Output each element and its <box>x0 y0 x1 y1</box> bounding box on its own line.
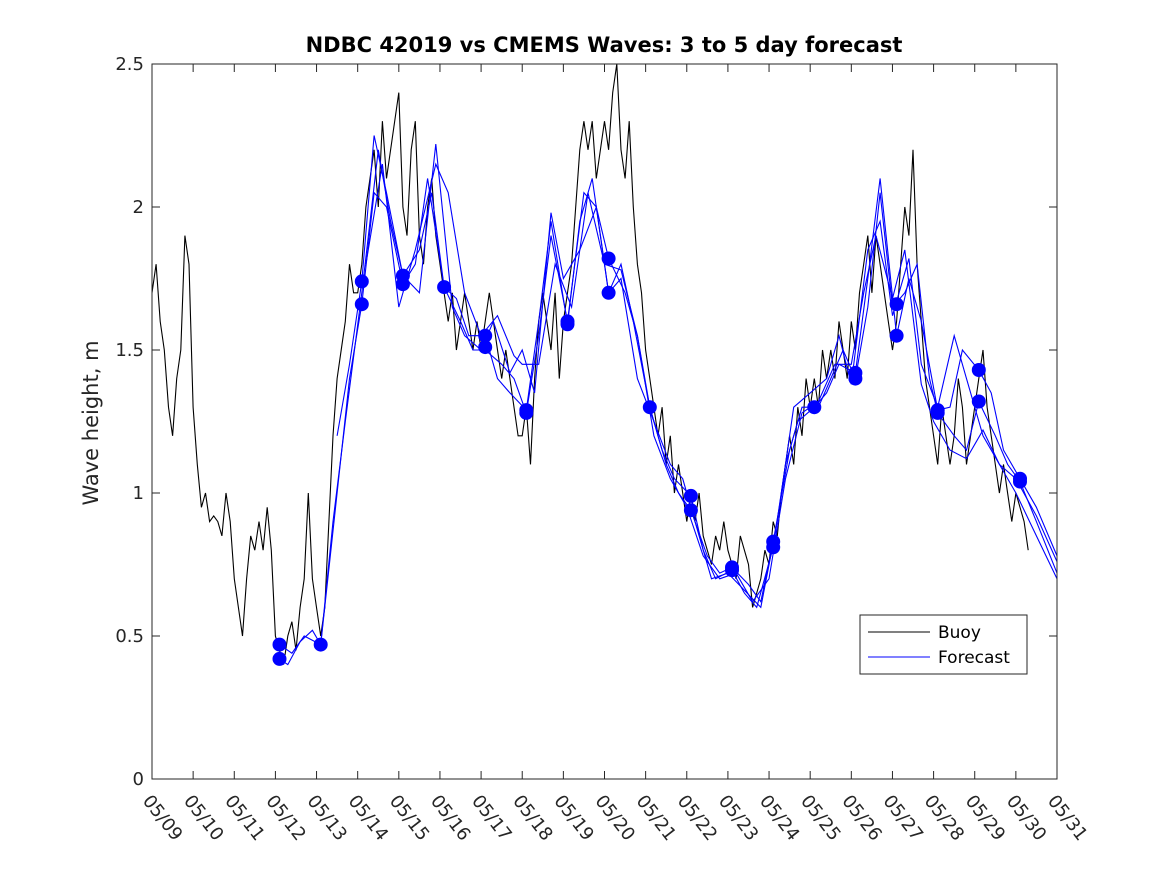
forecast-marker <box>848 371 863 386</box>
chart-title: NDBC 42019 vs CMEMS Waves: 3 to 5 day fo… <box>306 33 903 57</box>
forecast-marker <box>642 400 657 415</box>
forecast-marker <box>519 405 534 420</box>
plot-frame <box>151 63 1058 780</box>
forecast-marker <box>766 540 781 555</box>
forecast-marker <box>601 285 616 300</box>
forecast-marker <box>437 280 452 295</box>
forecast-marker <box>971 363 986 377</box>
y-axis-label: Wave height, m <box>79 340 103 505</box>
forecast-marker <box>971 394 986 409</box>
y-tick-label: 2 <box>133 197 144 218</box>
forecast-marker <box>395 277 410 292</box>
forecast-marker <box>313 637 328 652</box>
y-tick-label: 0 <box>133 769 144 790</box>
forecast-marker <box>560 317 575 332</box>
forecast-marker <box>889 328 904 343</box>
buoy-series-line <box>151 63 1029 665</box>
forecast-marker <box>807 400 822 415</box>
forecast-marker <box>354 274 369 289</box>
legend-buoy-label: Buoy <box>938 623 981 643</box>
series-layer <box>151 63 1058 666</box>
legend-forecast-label: Forecast <box>938 648 1010 668</box>
forecast-marker <box>930 405 945 420</box>
forecast-marker <box>683 488 698 503</box>
forecast-marker <box>889 297 904 312</box>
y-tick-label: 0.5 <box>115 626 144 647</box>
forecast-marker <box>1013 474 1027 489</box>
y-tick-label: 1.5 <box>115 340 144 361</box>
forecast-marker <box>272 651 287 666</box>
forecast-marker <box>601 251 616 266</box>
forecast-marker <box>725 563 739 578</box>
y-tick-label: 1 <box>133 483 144 504</box>
forecast-marker <box>478 340 493 355</box>
legend-box <box>859 614 1028 675</box>
forecast-marker <box>272 637 287 652</box>
forecast-marker <box>683 503 698 518</box>
y-tick-label: 2.5 <box>115 54 144 75</box>
legend: Buoy Forecast <box>859 614 1028 675</box>
forecast-marker <box>354 297 369 312</box>
forecast-series-line <box>336 135 1058 609</box>
